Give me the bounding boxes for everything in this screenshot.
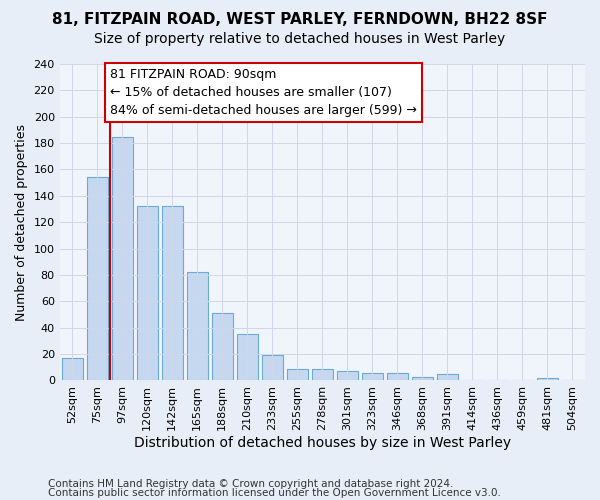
Bar: [337, 371, 358, 380]
Bar: [537, 378, 558, 380]
X-axis label: Distribution of detached houses by size in West Parley: Distribution of detached houses by size …: [134, 436, 511, 450]
Bar: [362, 372, 383, 380]
Bar: [62, 358, 83, 380]
Bar: [387, 372, 408, 380]
Bar: [86, 178, 108, 380]
Bar: [412, 376, 433, 380]
Bar: [236, 334, 258, 380]
Text: 81 FITZPAIN ROAD: 90sqm
← 15% of detached houses are smaller (107)
84% of semi-d: 81 FITZPAIN ROAD: 90sqm ← 15% of detache…: [110, 68, 416, 117]
Bar: [312, 368, 333, 380]
Text: Contains HM Land Registry data © Crown copyright and database right 2024.: Contains HM Land Registry data © Crown c…: [48, 479, 454, 489]
Text: Size of property relative to detached houses in West Parley: Size of property relative to detached ho…: [94, 32, 506, 46]
Bar: [262, 356, 283, 380]
Text: 81, FITZPAIN ROAD, WEST PARLEY, FERNDOWN, BH22 8SF: 81, FITZPAIN ROAD, WEST PARLEY, FERNDOWN…: [52, 12, 548, 28]
Bar: [287, 368, 308, 380]
Y-axis label: Number of detached properties: Number of detached properties: [15, 124, 28, 320]
Bar: [187, 272, 208, 380]
Bar: [161, 206, 183, 380]
Bar: [437, 374, 458, 380]
Bar: [137, 206, 158, 380]
Bar: [112, 136, 133, 380]
Bar: [212, 313, 233, 380]
Text: Contains public sector information licensed under the Open Government Licence v3: Contains public sector information licen…: [48, 488, 501, 498]
